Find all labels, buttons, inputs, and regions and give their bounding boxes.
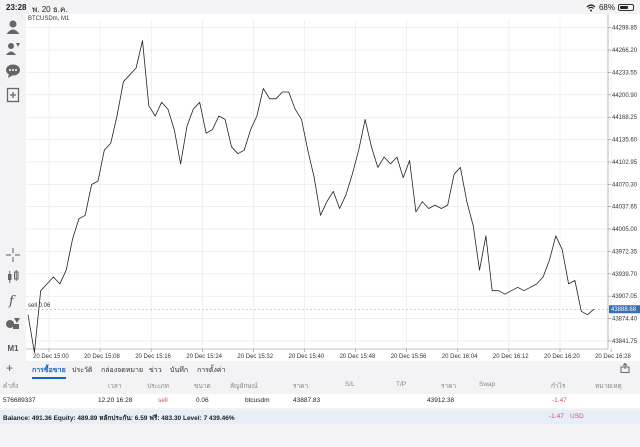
y-tick-label: 44266.20 [612,48,638,54]
new-order-button[interactable]: + [6,361,14,375]
battery-fill [620,6,629,9]
crosshair-icon [6,248,20,262]
x-tick-label: 20 Dec 16:12 [493,354,529,360]
trade-button[interactable] [4,40,22,58]
col-swap: Swap [479,381,496,388]
y-tick-label: 43874.40 [612,317,638,323]
table-row[interactable]: 576689337 12.20 16:28 sell 0.06 btcusdm … [0,394,640,408]
balance-text: Balance: 491.36 Equity: 489.89 หลักประกั… [3,415,235,422]
cell-volume: 0.06 [196,397,209,404]
x-tick-label: 20 Dec 15:00 [33,354,69,360]
status-bar: 23:28 พ. 20 ธ.ค. 68% [0,0,640,14]
y-tick-label: 43841.75 [612,339,638,345]
cell-profit: -1.47 [552,397,567,404]
sell-position-label: sell 0.06 [28,303,51,309]
currency-label: USD [570,413,584,420]
chart-canvas[interactable]: 44298.85 44266.20 44233.55 44200.90 44168.25… [26,14,640,361]
col-volume: ขนาด [194,383,211,390]
tab-trade[interactable]: การซื้อขาย [32,365,66,379]
price-chart[interactable]: 44298.85 44266.20 44233.55 44200.90 44168.25… [26,14,640,361]
x-tick-label: 20 Dec 16:28 [595,354,631,360]
function-icon: f [8,294,16,308]
x-tick-label: 20 Dec 15:08 [84,354,120,360]
y-tick-label: 44070.30 [612,182,638,188]
y-tick-label: 44168.25 [612,115,638,121]
add-chart-button[interactable] [4,86,22,104]
add-chart-icon [6,87,20,103]
tab-history[interactable]: ประวัติ [72,367,93,374]
col-profit: กำไร [551,383,566,390]
col-symbol: สัญลักษณ์ [230,383,258,390]
x-tick-label: 20 Dec 15:16 [135,354,171,360]
status-time: 23:28 [6,3,27,12]
battery-icon [618,4,634,11]
cell-price: 43912.38 [427,397,455,404]
balance-bar: Balance: 491.36 Equity: 489.89 หลักประกั… [0,410,640,424]
current-price-label: 43888.68 [611,307,637,313]
cell-open-price: 43887.83 [293,397,321,404]
wifi-icon [586,3,596,11]
left-toolbar: f M1 [0,14,26,357]
indicators-button[interactable]: f [4,291,22,309]
tab-news[interactable]: ข่าว [149,367,162,374]
y-tick-label: 43907.05 [612,294,638,300]
trade-icon [6,43,20,55]
col-comment: หมายเหตุ [595,383,622,390]
chat-icon [6,64,20,78]
x-tick-label: 20 Dec 15:32 [237,354,273,360]
y-tick-label: 43972.35 [612,249,638,255]
cell-order: 576689337 [3,397,36,404]
objects-button[interactable] [4,314,22,332]
x-tick-label: 20 Dec 15:56 [391,354,427,360]
tab-journal[interactable]: บันทึก [170,367,189,374]
export-icon[interactable] [620,363,630,373]
y-tick-label: 43939.70 [612,272,638,278]
status-right: 68% [586,3,634,12]
chart-type-button[interactable] [4,268,22,286]
tab-settings[interactable]: การตั้งค่า [197,367,226,374]
symbol-label: BTCUSDm, M1 [28,16,70,22]
timeframe-label: M1 [7,343,19,353]
x-tick-label: 20 Dec 15:40 [289,354,325,360]
y-tick-label: 44233.55 [612,70,638,76]
col-order: คำสั่ง [3,383,19,390]
bottom-tabs: + การซื้อขาย ประวัติ กล่องจดหมาย ข่าว บั… [0,361,640,379]
y-tick-label: 44102.95 [612,160,638,166]
cell-type: sell [158,397,168,404]
x-tick-label: 20 Dec 16:04 [442,354,478,360]
timeframe-button[interactable]: M1 [4,339,22,357]
cell-time: 12.20 16:28 [98,397,133,404]
battery-percent: 68% [598,3,615,12]
col-open-price: ราคา [293,383,309,390]
col-type: ประเภท [147,383,169,390]
total-profit: -1.47 [549,413,564,420]
status-date: พ. 20 ธ.ค. [32,5,68,14]
account-icon [6,20,20,34]
y-tick-label: 44200.90 [612,93,638,99]
cell-symbol: btcusdm [245,397,270,404]
current-price-tag [609,305,640,314]
col-sl: S/L [345,381,355,388]
bottom-area [0,424,640,447]
price-line [27,40,595,353]
account-button[interactable] [4,18,22,36]
col-price: ราคา [441,383,457,390]
positions-table-header: คำสั่ง เวลา ประเภท ขนาด สัญลักษณ์ ราคา S… [0,378,640,390]
y-tick-label: 44298.85 [612,26,638,32]
crosshair-button[interactable] [4,246,22,264]
chat-button[interactable] [4,62,22,80]
objects-icon [6,318,20,329]
y-tick-label: 44135.60 [612,138,638,144]
svg-text:f: f [8,294,16,308]
tab-mailbox[interactable]: กล่องจดหมาย [101,367,144,374]
y-tick-label: 44005.00 [612,227,638,233]
col-tp: T/P [396,381,407,388]
x-tick-label: 20 Dec 15:48 [340,354,376,360]
x-tick-label: 20 Dec 16:20 [544,354,580,360]
y-tick-label: 44037.65 [612,205,638,211]
col-time: เวลา [108,383,122,390]
x-tick-label: 20 Dec 15:24 [186,354,222,360]
candle-icon [8,270,19,283]
